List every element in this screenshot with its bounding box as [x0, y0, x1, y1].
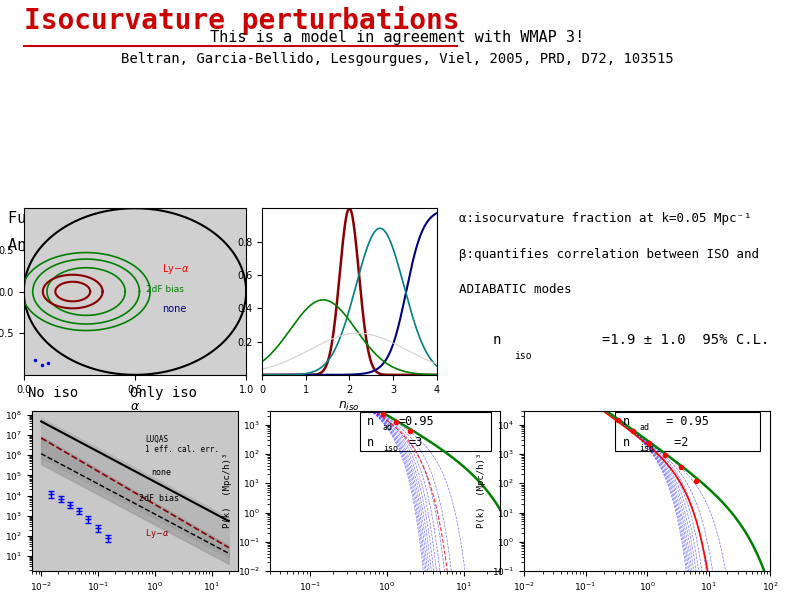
- X-axis label: $\alpha$: $\alpha$: [130, 400, 140, 413]
- Text: α:isocurvature fraction at k=0.05 Mpc⁻¹: α:isocurvature fraction at k=0.05 Mpc⁻¹: [459, 212, 752, 224]
- Text: = 0.95: = 0.95: [659, 415, 709, 428]
- Text: Ly$-\alpha$: Ly$-\alpha$: [162, 262, 189, 275]
- Text: n: n: [367, 436, 374, 449]
- FancyBboxPatch shape: [360, 412, 491, 451]
- Y-axis label: P(k)  (Mpc/h)³: P(k) (Mpc/h)³: [477, 453, 487, 528]
- Text: iso: iso: [515, 350, 532, 361]
- FancyBboxPatch shape: [615, 412, 761, 451]
- Text: β:quantifies correlation between ISO and: β:quantifies correlation between ISO and: [459, 248, 759, 261]
- Text: =2: =2: [667, 436, 688, 449]
- Y-axis label: P(k)  (Mpc/h)³: P(k) (Mpc/h)³: [223, 453, 233, 528]
- Text: iso: iso: [383, 444, 398, 453]
- Text: none: none: [152, 468, 172, 477]
- Text: n: n: [622, 415, 630, 428]
- Text: 2dF bias: 2dF bias: [146, 284, 184, 293]
- Text: ad: ad: [383, 424, 393, 433]
- Text: Isocurvature perturbations: Isocurvature perturbations: [24, 6, 459, 35]
- Text: Anti correlated: Anti correlated: [8, 239, 145, 253]
- Text: n            =1.9 ± 1.0  95% C.L.: n =1.9 ± 1.0 95% C.L.: [492, 333, 769, 347]
- Text: =3: =3: [408, 436, 422, 449]
- Text: n: n: [622, 436, 630, 449]
- Text: ad: ad: [640, 424, 649, 433]
- Text: iso: iso: [640, 444, 655, 453]
- Text: Ly$-\alpha$: Ly$-\alpha$: [145, 527, 170, 540]
- Text: ADIABATIC modes: ADIABATIC modes: [459, 283, 572, 296]
- Text: LUQAS
1 eff. cal. err.: LUQAS 1 eff. cal. err.: [145, 434, 219, 454]
- Text: Beltran, Garcia-Bellido, Lesgourgues, Viel, 2005, PRD, D72, 103515: Beltran, Garcia-Bellido, Lesgourgues, Vi…: [121, 52, 673, 65]
- Text: Fully correlated: Fully correlated: [8, 211, 154, 226]
- Text: No iso: No iso: [28, 386, 78, 400]
- Text: none: none: [162, 303, 186, 314]
- Text: n: n: [367, 415, 374, 428]
- Text: 2dF bias: 2dF bias: [139, 493, 179, 503]
- Text: =0.95: =0.95: [399, 415, 434, 428]
- Text: Only iso: Only iso: [130, 386, 197, 400]
- Text: This is a model in agreement with WMAP 3!: This is a model in agreement with WMAP 3…: [210, 30, 584, 45]
- X-axis label: $n_{iso}$: $n_{iso}$: [338, 400, 360, 414]
